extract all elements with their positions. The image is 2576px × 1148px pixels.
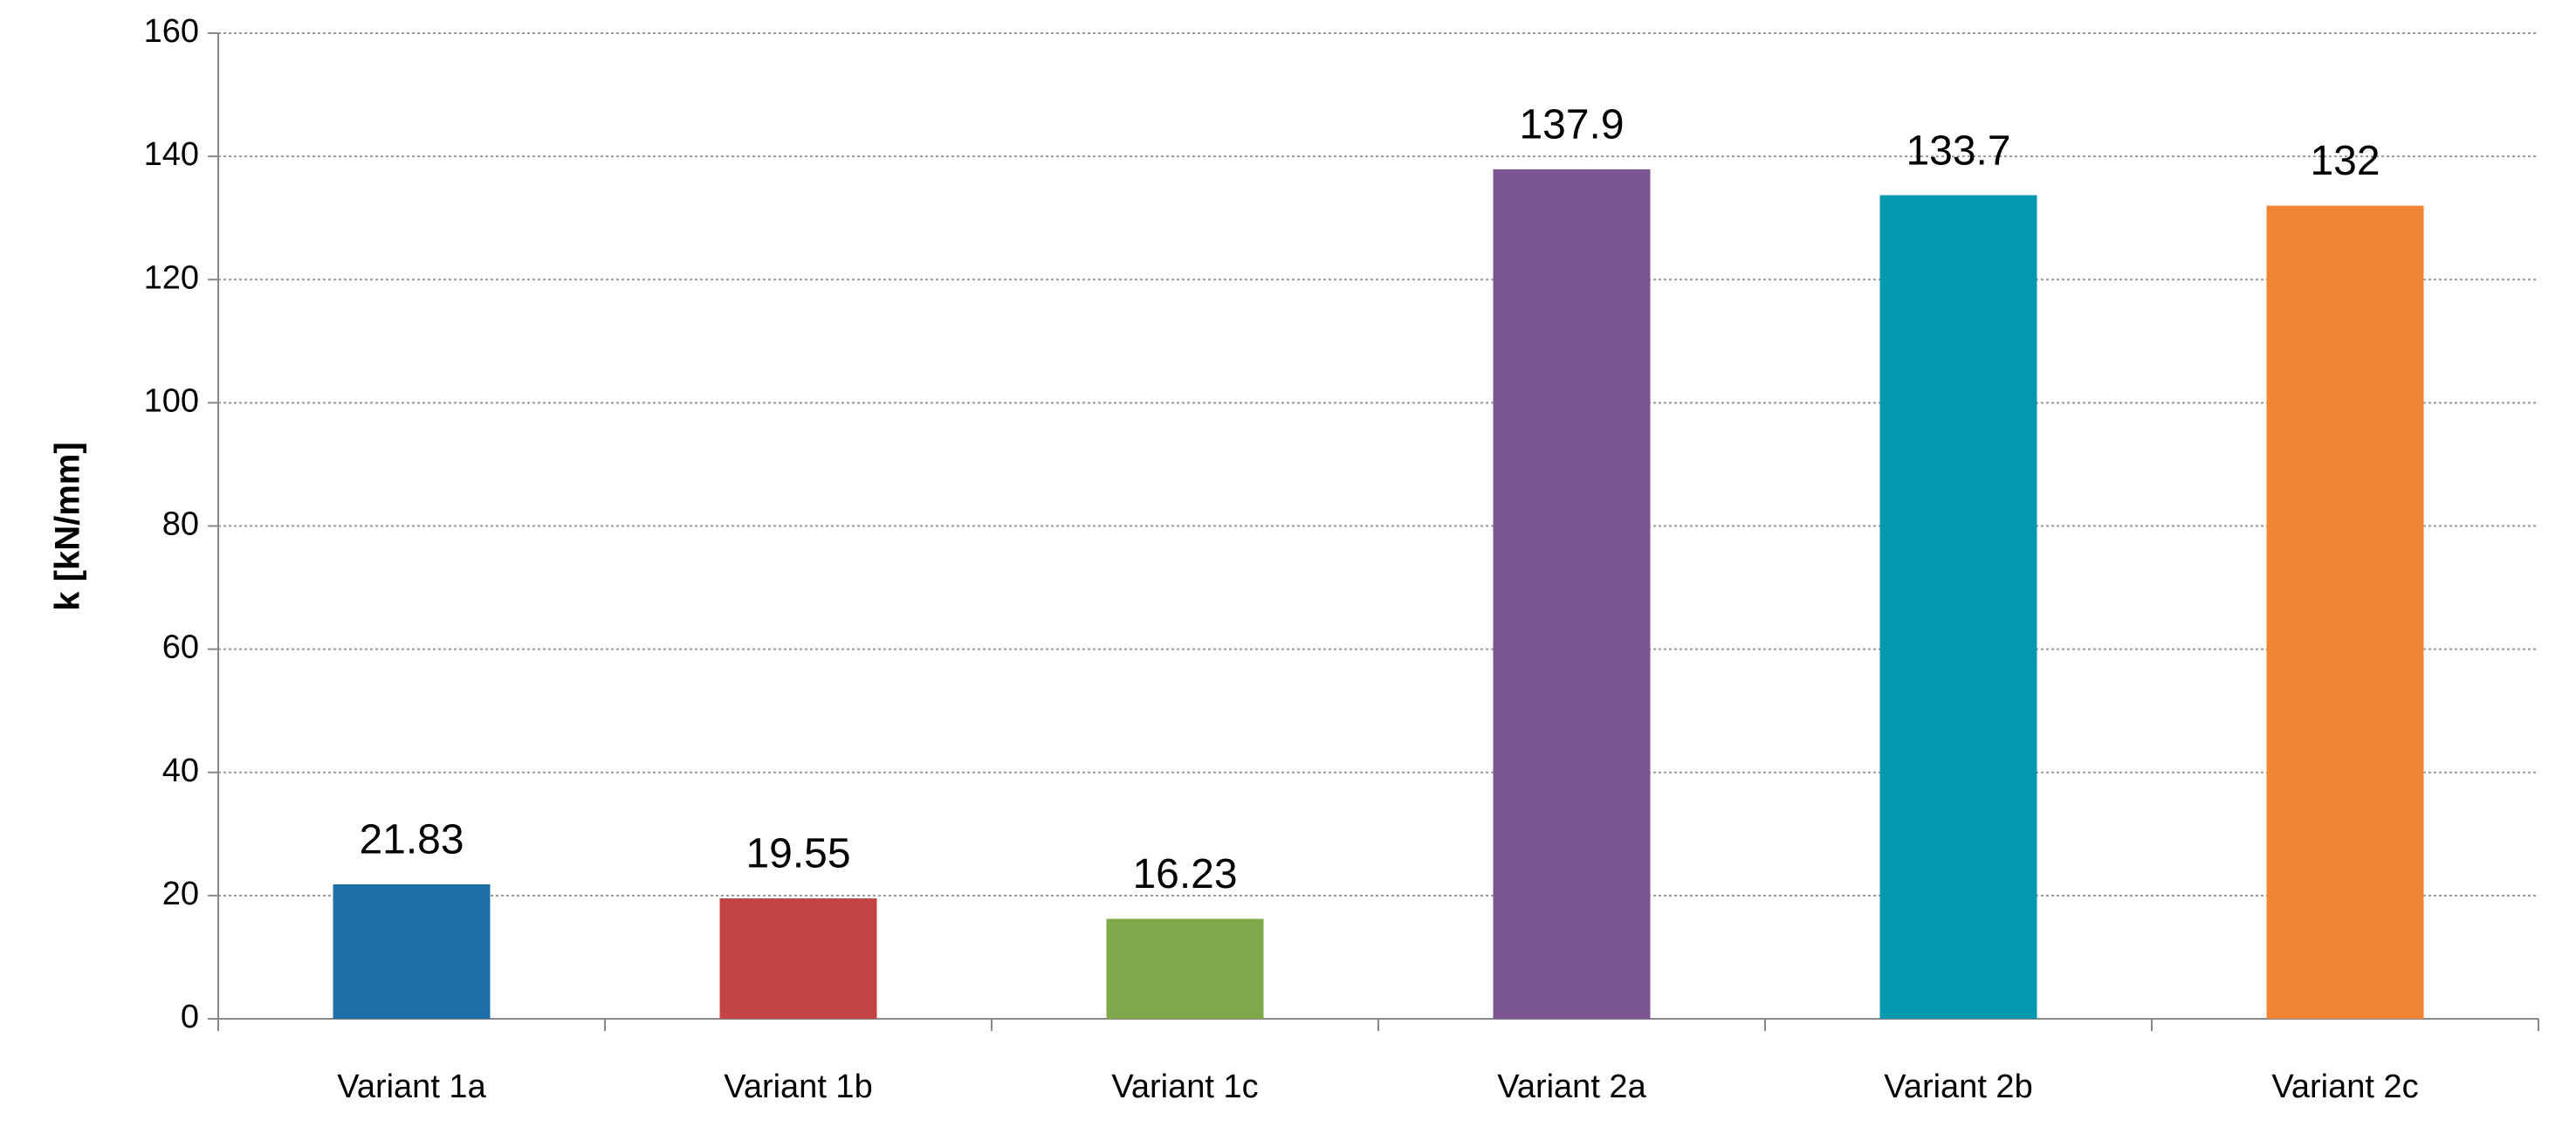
y-axis-label: k [kN/mm] xyxy=(49,442,87,610)
value-label: 132 xyxy=(2310,138,2380,184)
y-tick-label: 20 xyxy=(162,876,199,912)
x-tick-label: Variant 1a xyxy=(337,1069,486,1105)
value-label: 16.23 xyxy=(1132,851,1237,897)
x-tick-label: Variant 2b xyxy=(1884,1069,2032,1105)
bar xyxy=(333,883,491,1019)
bar xyxy=(719,898,877,1019)
y-tick-label: 140 xyxy=(144,136,199,173)
y-tick-label: 60 xyxy=(162,629,199,666)
value-label: 21.83 xyxy=(359,817,464,863)
y-tick-label: 160 xyxy=(144,13,199,50)
x-tick-label: Variant 1b xyxy=(724,1069,872,1105)
bar xyxy=(1493,168,1651,1020)
y-tick-label: 40 xyxy=(162,753,199,789)
bar xyxy=(1106,918,1264,1019)
y-tick-label: 0 xyxy=(181,999,199,1035)
x-tick-label: Variant 2c xyxy=(2271,1069,2418,1105)
y-tick-label: 120 xyxy=(144,259,199,296)
value-label: 19.55 xyxy=(745,831,850,877)
x-tick-label: Variant 1c xyxy=(1111,1069,1258,1105)
value-label: 137.9 xyxy=(1519,102,1624,148)
x-tick-label: Variant 2a xyxy=(1497,1069,1646,1105)
y-tick-label: 100 xyxy=(144,382,199,419)
bar xyxy=(2266,205,2424,1019)
y-tick-label: 80 xyxy=(162,506,199,543)
bar xyxy=(1879,195,2037,1020)
value-label: 133.7 xyxy=(1906,127,2010,174)
